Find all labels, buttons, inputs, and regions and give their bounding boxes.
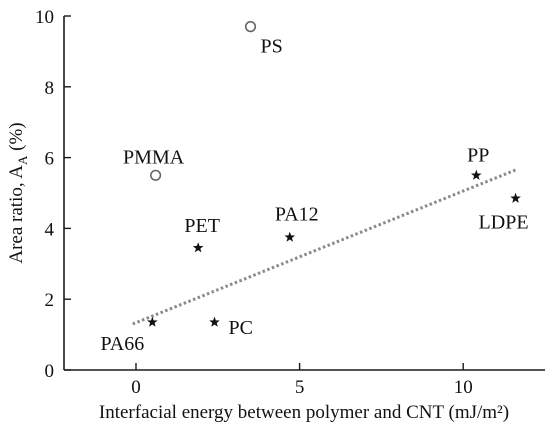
label-pc: PC	[229, 317, 253, 339]
y-axis-title-main: Area ratio, A	[6, 165, 27, 264]
point-ldpe	[510, 192, 521, 203]
y-axis-title-unit: (%)	[6, 122, 27, 155]
y-tick-label: 8	[45, 78, 55, 99]
label-pet: PET	[184, 215, 220, 237]
point-pc	[209, 316, 220, 327]
y-tick-label: 0	[45, 361, 55, 382]
y-tick-label: 10	[35, 7, 54, 28]
y-tick-label: 6	[45, 149, 55, 170]
y-ticks: 0 2 4 6 8 10	[35, 7, 71, 382]
label-ldpe: LDPE	[479, 211, 529, 233]
label-ps: PS	[261, 36, 283, 58]
x-tick-label: 5	[295, 377, 305, 398]
point-pa66	[147, 316, 158, 327]
label-pa12: PA12	[275, 203, 319, 225]
label-pp: PP	[467, 144, 489, 166]
x-tick-label: 10	[454, 377, 473, 398]
y-axis-title: Area ratio, AA (%)	[6, 122, 30, 263]
data-points	[147, 21, 521, 327]
point-ps	[244, 21, 257, 33]
point-pet	[192, 242, 204, 253]
y-tick-label: 2	[45, 290, 55, 311]
y-axis-title-subscript: A	[15, 155, 30, 165]
y-tick-label: 4	[45, 219, 55, 240]
x-tick-label: 0	[131, 377, 141, 398]
trendline	[132, 168, 517, 326]
point-pp	[470, 169, 482, 180]
plot-area	[63, 16, 545, 371]
point-pmma	[150, 169, 162, 181]
x-axis-title: Interfacial energy between polymer and C…	[99, 402, 509, 423]
point-pa12	[284, 231, 296, 242]
label-pmma: PMMA	[123, 146, 185, 168]
x-ticks: 0 5 10	[131, 363, 473, 398]
label-pa66: PA66	[100, 333, 144, 355]
point-labels: PS PMMA PET PA12 PP LDPE PA66 PC	[100, 36, 528, 356]
trendline-group	[132, 168, 517, 326]
